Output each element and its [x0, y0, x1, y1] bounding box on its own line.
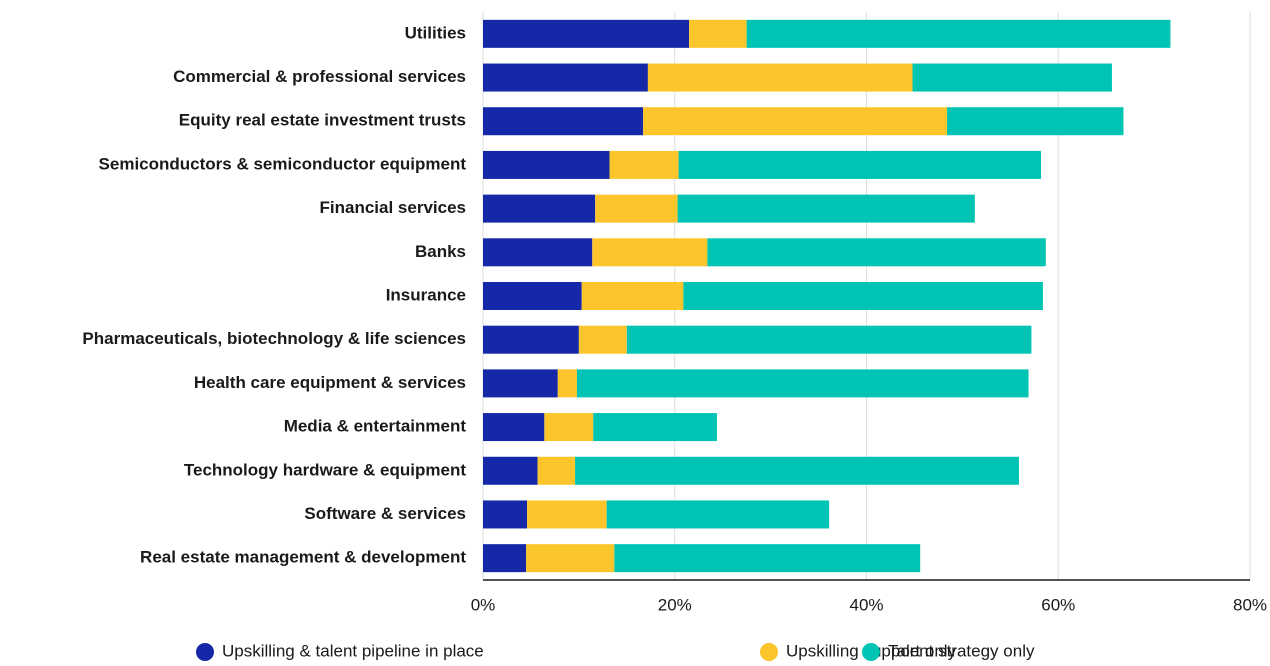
bar-segment — [912, 63, 1112, 92]
bar-segment — [947, 107, 1124, 136]
bar-segment — [483, 19, 690, 48]
bar-segment — [592, 238, 708, 267]
bar-segment — [483, 150, 610, 179]
bar-segment — [678, 150, 1041, 179]
bar-segment — [626, 325, 1032, 354]
legend-swatch — [760, 643, 778, 661]
bar-segment — [544, 413, 594, 442]
category-label: Semiconductors & semiconductor equipment — [99, 154, 467, 173]
bar-segment — [483, 413, 545, 442]
bar-segment — [593, 413, 717, 442]
category-label: Financial services — [320, 198, 466, 217]
bar-segment — [483, 238, 593, 267]
x-tick-label: 80% — [1233, 595, 1267, 614]
category-label: Utilities — [405, 23, 466, 42]
bar-segment — [483, 456, 538, 485]
bar-segment — [483, 282, 582, 310]
bar-segment — [537, 456, 576, 485]
bar-segment — [483, 63, 648, 92]
bar-segment — [609, 150, 679, 179]
bar-segment — [707, 238, 1046, 267]
bar-segment — [606, 500, 830, 529]
bar-segment — [575, 456, 1019, 485]
bar-segment — [483, 194, 596, 223]
category-label: Software & services — [304, 504, 466, 523]
bar-segment — [483, 369, 558, 398]
legend-swatch — [196, 643, 214, 661]
bar-segment — [689, 19, 747, 48]
bar-segment — [527, 500, 607, 529]
category-label: Equity real estate investment trusts — [179, 111, 466, 130]
x-tick-label: 0% — [471, 595, 496, 614]
bar-segment — [557, 369, 577, 398]
bar-segment — [647, 63, 913, 92]
bar-segment — [483, 500, 528, 529]
x-tick-label: 60% — [1041, 595, 1075, 614]
category-label: Pharmaceuticals, biotechnology & life sc… — [82, 329, 466, 348]
x-tick-label: 20% — [658, 595, 692, 614]
bar-segment — [581, 282, 684, 310]
bar-segment — [683, 282, 1043, 310]
bar-segment — [483, 325, 579, 354]
bar-segment — [483, 107, 644, 136]
bar-segment — [526, 544, 615, 573]
bar-segment — [677, 194, 975, 223]
category-label: Real estate management & development — [140, 548, 466, 567]
legend-swatch — [862, 643, 880, 661]
bar-segment — [614, 544, 921, 573]
category-label: Banks — [415, 242, 466, 261]
legend-label: Upskilling & talent pipeline in place — [222, 641, 484, 660]
category-label: Media & entertainment — [284, 417, 467, 436]
bar-segment — [746, 19, 1171, 48]
bar-segment — [643, 107, 948, 136]
bar-segment — [595, 194, 678, 223]
category-label: Commercial & professional services — [173, 67, 466, 86]
category-label: Technology hardware & equipment — [184, 460, 466, 479]
bar-segment — [578, 325, 627, 354]
category-label: Health care equipment & services — [194, 373, 466, 392]
bar-segment — [576, 369, 1029, 398]
legend-label: Talent strategy only — [888, 641, 1035, 660]
category-label: Insurance — [386, 285, 466, 304]
bar-segment — [483, 544, 527, 573]
x-tick-label: 40% — [849, 595, 883, 614]
